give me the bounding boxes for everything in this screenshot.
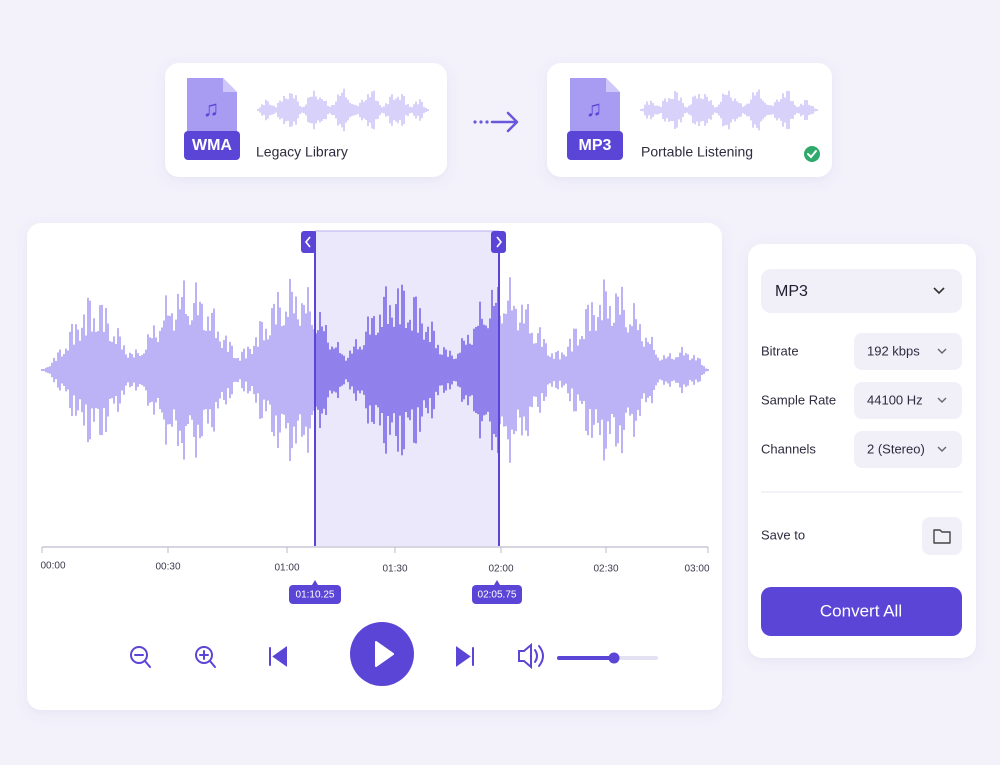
format-badge xyxy=(567,131,623,160)
waveform-selected xyxy=(315,284,499,456)
volume-slider[interactable] xyxy=(557,652,658,664)
time-tick: 00:00 xyxy=(40,561,65,572)
save-label: Save to xyxy=(761,527,805,542)
setting-value: 2 (Stereo) xyxy=(867,441,925,456)
sample-rate-select[interactable]: 44100 Hz xyxy=(854,382,962,419)
setting-value: 192 kbps xyxy=(867,343,920,358)
waveform-path xyxy=(257,88,429,132)
setting-label: Sample Rate xyxy=(761,392,836,407)
time-tick: 03:00 xyxy=(684,564,709,575)
file-icon xyxy=(570,78,620,142)
editor-panel: 00:00 00:30 01:00 01:30 02:00 02:30 03:0… xyxy=(27,223,722,710)
card-label: Legacy Library xyxy=(256,144,348,160)
time-tick: 02:00 xyxy=(488,564,513,575)
file-icon xyxy=(187,78,237,142)
note-icon: ♫ xyxy=(203,96,220,121)
selection-time: 01:10.25 xyxy=(296,590,335,601)
timeline: 00:00 00:30 01:00 01:30 02:00 02:30 03:0… xyxy=(40,546,710,575)
waveform-path xyxy=(315,284,499,456)
time-tick: 02:30 xyxy=(593,564,618,575)
bitrate-select[interactable]: 192 kbps xyxy=(854,333,962,370)
play-button[interactable] xyxy=(350,622,414,686)
format-text: MP3 xyxy=(579,137,612,154)
time-tick: 00:30 xyxy=(155,562,180,573)
start-handle[interactable] xyxy=(301,231,316,253)
source-card: ♫ WMA Legacy Library xyxy=(165,63,447,177)
waveform-path xyxy=(640,89,818,131)
setting-label: Bitrate xyxy=(761,343,799,358)
convert-button[interactable]: Convert All xyxy=(761,587,962,636)
settings-panel: MP3 Bitrate 192 kbps Sample Rate 44100 H… xyxy=(748,244,976,658)
mini-waveform xyxy=(640,89,818,131)
volume-button[interactable] xyxy=(518,642,544,670)
time-tick: 01:00 xyxy=(274,563,299,574)
end-handle[interactable] xyxy=(491,231,506,253)
folder-button[interactable] xyxy=(922,517,962,555)
channels-select[interactable]: 2 (Stereo) xyxy=(854,431,962,468)
mini-waveform xyxy=(257,88,429,132)
selection-time: 02:05.75 xyxy=(478,590,517,601)
format-text: WMA xyxy=(192,137,232,154)
setting-label: Channels xyxy=(761,441,816,456)
check-icon xyxy=(804,146,820,162)
next-button[interactable] xyxy=(456,646,474,667)
format-value: MP3 xyxy=(775,283,808,300)
target-card: ♫ MP3 Portable Listening xyxy=(547,63,832,177)
selection-start-label: 01:10.25 xyxy=(289,580,341,604)
selection-end-label: 02:05.75 xyxy=(472,580,522,604)
format-dropdown[interactable]: MP3 xyxy=(761,269,962,313)
previous-button[interactable] xyxy=(269,646,287,667)
zoom-in-button[interactable] xyxy=(195,646,216,668)
card-label: Portable Listening xyxy=(641,144,753,160)
convert-text: Convert All xyxy=(820,601,902,620)
format-badge xyxy=(184,131,240,160)
convert-arrow xyxy=(473,111,519,133)
setting-value: 44100 Hz xyxy=(867,392,923,407)
time-tick: 01:30 xyxy=(382,564,407,575)
note-icon: ♫ xyxy=(586,96,603,121)
zoom-out-button[interactable] xyxy=(130,646,151,668)
